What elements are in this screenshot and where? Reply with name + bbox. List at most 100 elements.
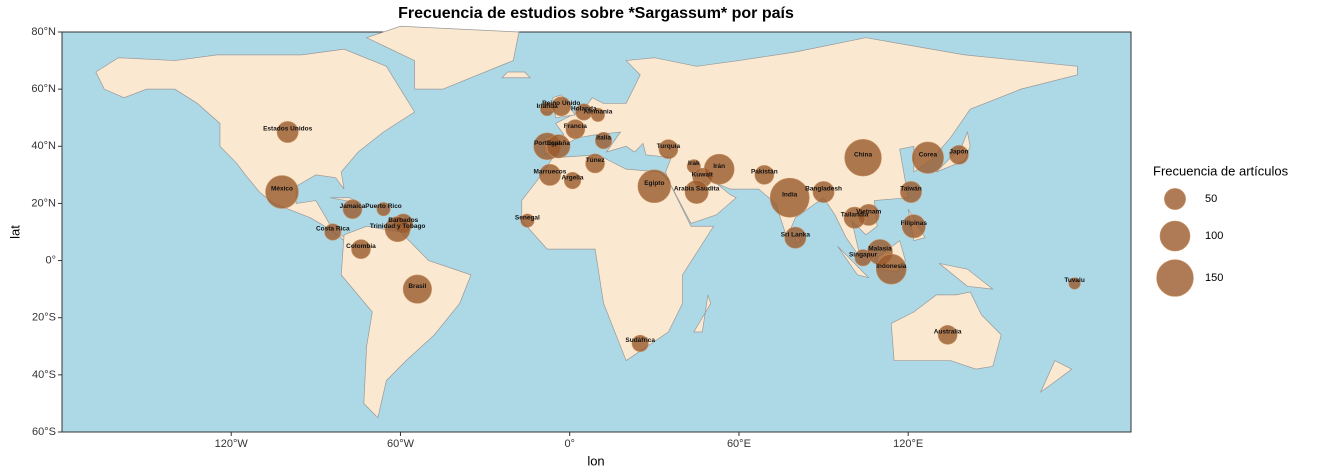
- land: [543, 37, 1078, 258]
- country-label: Tuvalu: [1064, 277, 1084, 284]
- legend-bubble: [1156, 259, 1194, 297]
- country-label: Vietnam: [856, 209, 881, 216]
- bubble: [551, 96, 572, 117]
- bubble: [844, 139, 882, 177]
- legend-label: 100: [1205, 230, 1223, 242]
- country-label: India: [782, 191, 798, 198]
- country-label: Indonesia: [876, 263, 907, 270]
- y-axis-label: lat: [7, 225, 22, 239]
- x-tick-label: 60°E: [727, 438, 751, 450]
- bubble: [843, 206, 866, 229]
- country-label: Australia: [934, 329, 962, 336]
- y-tick-label: 0°: [45, 254, 56, 266]
- bubble: [1068, 277, 1081, 290]
- bubble: [812, 181, 835, 203]
- bubble: [900, 181, 922, 203]
- bubble: [539, 163, 561, 186]
- bubble: [520, 213, 535, 228]
- country-label: Sudáfrica: [625, 337, 655, 344]
- x-axis-label: lon: [587, 453, 604, 468]
- legend-label: 50: [1205, 193, 1217, 205]
- country-label: Pakistán: [751, 169, 778, 176]
- country-label: Bangladesh: [805, 186, 842, 193]
- country-label: Túnez: [586, 157, 606, 164]
- country-label: España: [547, 140, 571, 147]
- x-tick-label: 0°: [564, 438, 575, 450]
- country-label: Irán: [713, 163, 725, 170]
- y-tick-label: 60°N: [31, 83, 56, 95]
- y-tick-label: 20°N: [31, 197, 56, 209]
- land: [365, 25, 520, 90]
- y-tick-label: 60°S: [32, 426, 56, 438]
- country-label: Argelia: [562, 174, 584, 181]
- x-tick-label: 120°E: [893, 438, 923, 450]
- bubble: [784, 226, 807, 249]
- bubble: [564, 172, 582, 190]
- country-label: Portugal: [534, 140, 561, 147]
- legend-bubble: [1164, 188, 1186, 210]
- bubble: [949, 145, 969, 165]
- bubble: [637, 169, 672, 204]
- chart-title: Frecuencia de estudios sobre *Sargassum*…: [398, 5, 794, 22]
- bubble: [546, 134, 571, 159]
- country-label: Sri Lanka: [781, 231, 811, 238]
- bubble: [384, 216, 411, 242]
- bubble: [590, 107, 605, 122]
- country-label: Egipto: [644, 180, 664, 187]
- land: [340, 225, 472, 419]
- bubble: [754, 165, 775, 185]
- land: [837, 246, 870, 279]
- bubble: [631, 334, 649, 352]
- legend-label: 150: [1205, 272, 1223, 284]
- bubble: [376, 202, 391, 217]
- bubble: [265, 175, 299, 209]
- country-label: Singapur: [849, 251, 878, 258]
- country-label: Reino Unido: [542, 100, 580, 107]
- country-label: Holanda: [571, 106, 597, 113]
- country-label: Senegal: [515, 214, 540, 221]
- country-label: Kuwait: [692, 171, 714, 178]
- country-label: Colombia: [346, 243, 376, 250]
- country-label: Malasia: [868, 246, 892, 253]
- country-label: Marruecos: [534, 169, 567, 176]
- bubble: [585, 153, 605, 174]
- y-tick-label: 40°N: [31, 140, 56, 152]
- land: [95, 48, 416, 241]
- country-label: Japón: [949, 149, 968, 156]
- country-label: Tailandia: [841, 211, 869, 218]
- country-label: China: [854, 151, 872, 158]
- country-label: Barbados: [388, 217, 418, 224]
- bubble: [658, 139, 679, 159]
- land: [501, 71, 532, 79]
- country-label: Estados Unidos: [263, 126, 313, 133]
- y-tick-label: 20°S: [32, 312, 56, 324]
- bubble: [402, 274, 432, 304]
- bubble: [595, 132, 613, 150]
- bubble: [684, 180, 709, 204]
- x-tick-label: 120°W: [215, 438, 249, 450]
- bubble: [901, 214, 926, 239]
- land: [938, 263, 994, 290]
- land: [693, 294, 712, 333]
- country-label: Puerto Rico: [365, 203, 402, 210]
- country-label: Alemania: [583, 109, 612, 116]
- legend-title: Frecuencia de artículos: [1153, 163, 1289, 178]
- bubble: [324, 223, 342, 241]
- country-label: Francia: [564, 123, 588, 130]
- legend-bubble: [1159, 220, 1191, 252]
- country-label: Turquía: [657, 143, 681, 150]
- bubble: [937, 325, 958, 345]
- country-label: Corea: [919, 151, 938, 158]
- bubble: [342, 199, 363, 219]
- bubble: [276, 121, 299, 143]
- x-tick-label: 60°W: [387, 438, 415, 450]
- country-label: Jamaica: [340, 203, 366, 210]
- country-label: Brasil: [408, 283, 426, 290]
- country-label: Taiwán: [900, 186, 922, 193]
- bubble: [351, 239, 371, 259]
- y-tick-label: 40°S: [32, 369, 56, 381]
- country-label: Arabia Saudita: [674, 186, 720, 193]
- country-label: México: [271, 186, 293, 193]
- bubble: [769, 177, 810, 218]
